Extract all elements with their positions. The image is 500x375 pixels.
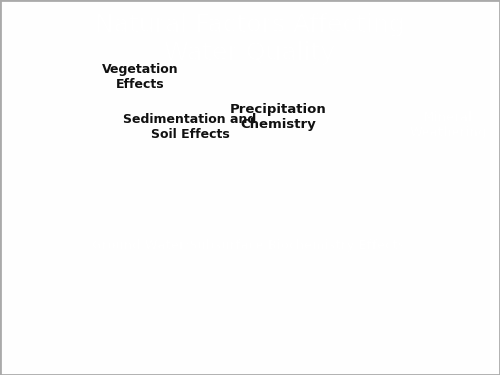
Polygon shape xyxy=(0,36,500,39)
Polygon shape xyxy=(0,75,500,78)
Polygon shape xyxy=(0,275,500,375)
Polygon shape xyxy=(0,10,500,13)
Text: Water Quality: Water Quality xyxy=(164,41,336,65)
Polygon shape xyxy=(0,0,500,125)
Polygon shape xyxy=(0,52,500,55)
Polygon shape xyxy=(60,138,104,164)
Polygon shape xyxy=(0,98,500,101)
Polygon shape xyxy=(112,190,390,233)
Polygon shape xyxy=(112,190,390,215)
Text: Natural Factors Affecting: Natural Factors Affecting xyxy=(95,13,405,37)
Polygon shape xyxy=(0,45,500,49)
Polygon shape xyxy=(0,0,500,3)
Polygon shape xyxy=(0,81,500,84)
Polygon shape xyxy=(0,111,500,114)
Polygon shape xyxy=(0,39,500,42)
Text: Mineral
Weathering: Mineral Weathering xyxy=(410,111,486,139)
Polygon shape xyxy=(0,120,500,123)
Polygon shape xyxy=(77,178,87,200)
Polygon shape xyxy=(0,114,500,117)
Polygon shape xyxy=(0,58,500,62)
Polygon shape xyxy=(0,72,500,75)
Polygon shape xyxy=(0,91,500,94)
Polygon shape xyxy=(72,118,92,136)
Polygon shape xyxy=(0,42,500,45)
Polygon shape xyxy=(0,23,500,26)
Polygon shape xyxy=(54,152,110,182)
Polygon shape xyxy=(0,65,500,68)
Polygon shape xyxy=(0,49,500,52)
Polygon shape xyxy=(0,62,500,65)
Polygon shape xyxy=(66,126,98,148)
Polygon shape xyxy=(0,117,500,120)
Text: Sedimentation and
Soil Effects: Sedimentation and Soil Effects xyxy=(124,113,256,141)
Polygon shape xyxy=(0,155,500,230)
Polygon shape xyxy=(0,16,500,20)
Polygon shape xyxy=(0,84,500,88)
Polygon shape xyxy=(0,120,500,375)
Polygon shape xyxy=(0,68,500,72)
Polygon shape xyxy=(0,20,500,23)
Polygon shape xyxy=(390,110,500,203)
Polygon shape xyxy=(0,107,500,111)
Polygon shape xyxy=(0,0,500,112)
Polygon shape xyxy=(0,55,500,58)
Polygon shape xyxy=(0,6,500,10)
Polygon shape xyxy=(0,29,500,33)
Polygon shape xyxy=(0,33,500,36)
Polygon shape xyxy=(0,26,500,29)
Polygon shape xyxy=(0,104,500,107)
Polygon shape xyxy=(0,88,500,91)
Polygon shape xyxy=(0,3,500,6)
Polygon shape xyxy=(0,78,500,81)
Polygon shape xyxy=(0,94,500,98)
Text: Precipitation
Chemistry: Precipitation Chemistry xyxy=(230,103,326,131)
Polygon shape xyxy=(0,155,500,375)
Polygon shape xyxy=(0,123,500,127)
Polygon shape xyxy=(0,13,500,16)
Text: Ground Water/Subsurface Biochemistry Effects: Ground Water/Subsurface Biochemistry Eff… xyxy=(92,238,405,252)
Polygon shape xyxy=(0,101,500,104)
Polygon shape xyxy=(0,127,500,130)
Text: Vegetation
Effects: Vegetation Effects xyxy=(102,63,178,91)
Polygon shape xyxy=(390,110,448,203)
